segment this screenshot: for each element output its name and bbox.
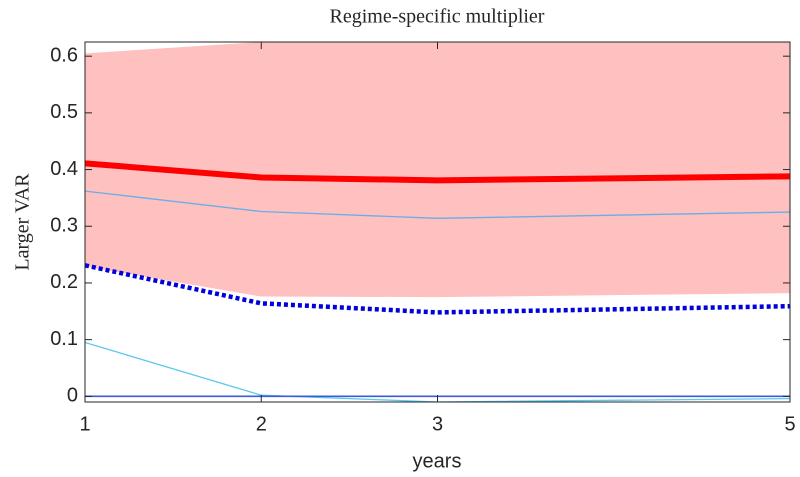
x-tick-label: 2 xyxy=(256,413,267,435)
y-tick-label: 0.6 xyxy=(50,44,78,66)
series-line xyxy=(85,341,790,402)
confidence-band xyxy=(85,42,790,298)
y-tick-label: 0.2 xyxy=(50,271,78,293)
y-tick-label: 0.1 xyxy=(50,328,78,350)
axes: 0 0.1 0.2 0.3 0.4 0.5 0.6 1 2 3 5 xyxy=(50,41,796,435)
y-tick-label: 0.5 xyxy=(50,101,78,123)
series-line xyxy=(85,190,790,219)
chart-title: Regime-specific multiplier xyxy=(330,6,545,28)
x-tick-label: 5 xyxy=(784,413,795,435)
x-tick-label: 3 xyxy=(432,413,443,435)
y-axis-label: Larger VAR xyxy=(12,173,34,271)
series-line xyxy=(85,263,790,315)
series-line xyxy=(85,160,790,184)
x-axis-label: years xyxy=(413,450,462,472)
plot-area xyxy=(85,42,790,402)
x-tick-label: 1 xyxy=(79,413,90,435)
y-tick-label: 0.3 xyxy=(50,215,78,237)
y-tick-label: 0 xyxy=(67,385,78,407)
y-tick-label: 0.4 xyxy=(50,158,78,180)
